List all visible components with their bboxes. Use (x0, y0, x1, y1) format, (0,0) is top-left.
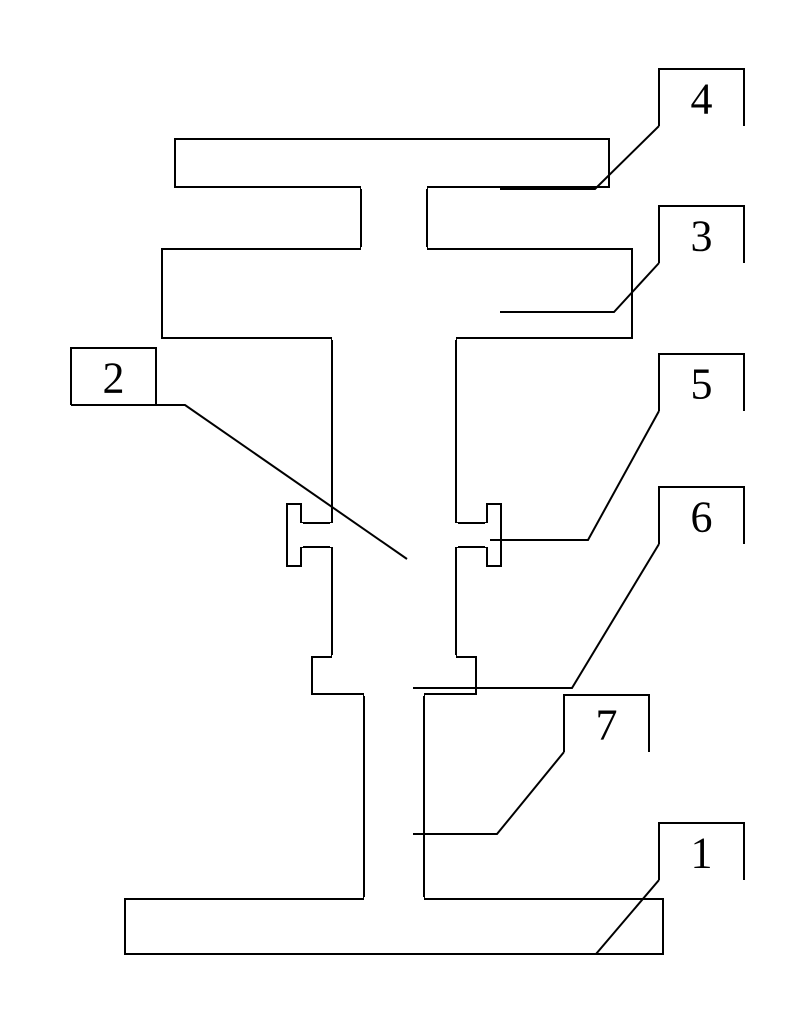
label-7-text: 7 (596, 700, 618, 749)
part-knob-left-cap (287, 504, 301, 566)
part-knob-left-stem (301, 523, 332, 547)
label-2-text: 2 (103, 353, 125, 402)
label-5-text: 5 (691, 359, 713, 408)
label-7: 7 (413, 695, 649, 834)
part-base (125, 899, 663, 954)
part-top-plate (175, 139, 609, 187)
part-block (162, 249, 632, 338)
part-knob-right-cap (487, 504, 501, 566)
part-neck (361, 187, 427, 249)
label-1-text: 1 (691, 828, 713, 877)
label-5-leader (490, 411, 659, 540)
part-outer-tube (332, 338, 456, 657)
label-7-leader (413, 752, 564, 834)
label-4-text: 4 (691, 74, 713, 123)
label-3-text: 3 (691, 211, 713, 260)
part-inner-rod (364, 694, 424, 899)
part-knob-right-stem (456, 523, 487, 547)
label-6-text: 6 (691, 492, 713, 541)
